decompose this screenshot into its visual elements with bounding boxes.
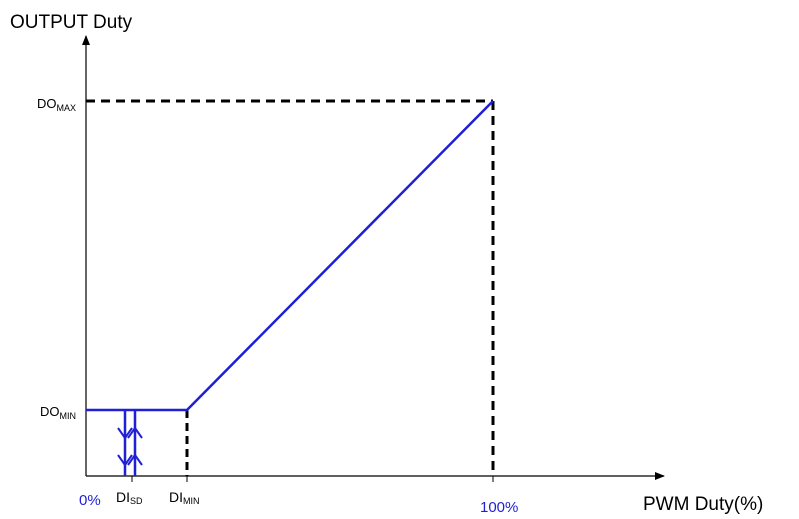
di-sd-main: DI bbox=[116, 489, 130, 505]
x-axis-title: PWM Duty(%) bbox=[643, 494, 763, 515]
do-min-label: DOMIN bbox=[40, 404, 76, 421]
di-sd-label: DISD bbox=[116, 489, 143, 506]
do-max-sub: MAX bbox=[57, 103, 77, 113]
do-max-label: DOMAX bbox=[37, 96, 76, 113]
zero-percent-label: 0% bbox=[79, 492, 101, 509]
hysteresis-down-arrow-upper bbox=[117, 427, 133, 440]
transfer-curve bbox=[86, 100, 494, 412]
do-max-main: DO bbox=[37, 96, 57, 111]
hundred-percent-label: 100% bbox=[480, 499, 518, 516]
di-sd-sub: SD bbox=[130, 496, 143, 506]
do-min-sub: MIN bbox=[60, 411, 77, 421]
do-min-main: DO bbox=[40, 404, 60, 419]
hysteresis-up-arrow-lower bbox=[127, 453, 143, 466]
y-axis-title: OUTPUT Duty bbox=[10, 12, 133, 33]
hysteresis-up-arrow-upper bbox=[127, 426, 143, 439]
di-min-label: DIMIN bbox=[169, 489, 200, 506]
di-min-sub: MIN bbox=[183, 496, 200, 506]
hysteresis-down-arrow-lower bbox=[117, 454, 133, 467]
di-min-main: DI bbox=[169, 489, 183, 505]
